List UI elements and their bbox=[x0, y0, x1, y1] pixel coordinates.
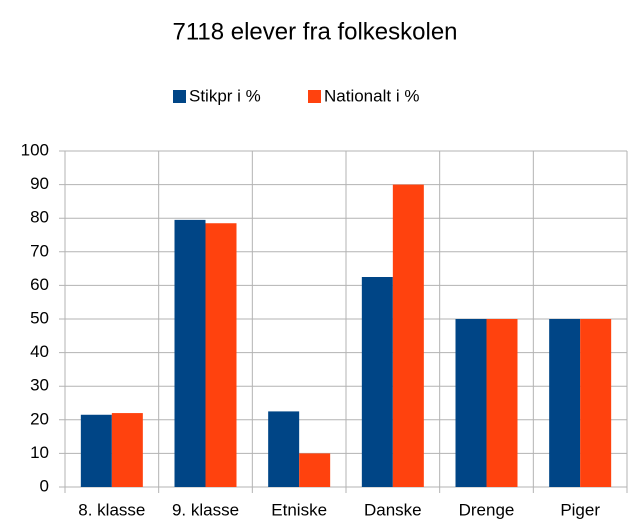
x-tick-label: Piger bbox=[560, 500, 600, 519]
y-tick-label: 0 bbox=[40, 476, 49, 495]
bar bbox=[361, 277, 393, 487]
y-tick-label: 30 bbox=[30, 376, 49, 395]
y-tick-label: 60 bbox=[30, 275, 49, 294]
legend-swatch bbox=[173, 90, 186, 103]
bar bbox=[268, 411, 300, 487]
legend-swatch bbox=[308, 90, 321, 103]
x-tick-label: Danske bbox=[364, 500, 422, 519]
x-tick-label: 9. klasse bbox=[172, 500, 239, 519]
bar bbox=[486, 319, 518, 487]
bar bbox=[205, 223, 237, 488]
legend-label: Nationalt i % bbox=[324, 86, 419, 105]
x-tick-label: Drenge bbox=[459, 500, 515, 519]
y-tick-label: 50 bbox=[30, 308, 49, 327]
bar bbox=[580, 319, 612, 487]
y-tick-label: 10 bbox=[30, 443, 49, 462]
bar bbox=[174, 219, 206, 487]
bar bbox=[392, 184, 424, 487]
bar bbox=[549, 319, 581, 487]
y-tick-label: 100 bbox=[21, 140, 49, 159]
chart-title: 7118 elever fra folkeskolen bbox=[172, 18, 457, 45]
y-tick-label: 70 bbox=[30, 241, 49, 260]
legend-label: Stikpr i % bbox=[189, 86, 261, 105]
y-tick-label: 20 bbox=[30, 409, 49, 428]
x-tick-label: 8. klasse bbox=[78, 500, 145, 519]
bar bbox=[111, 413, 143, 487]
bar bbox=[455, 319, 487, 487]
bar bbox=[299, 453, 331, 487]
y-tick-label: 40 bbox=[30, 342, 49, 361]
y-tick-label: 80 bbox=[30, 208, 49, 227]
y-tick-label: 90 bbox=[30, 174, 49, 193]
x-tick-label: Etniske bbox=[271, 500, 327, 519]
bar bbox=[80, 414, 112, 487]
